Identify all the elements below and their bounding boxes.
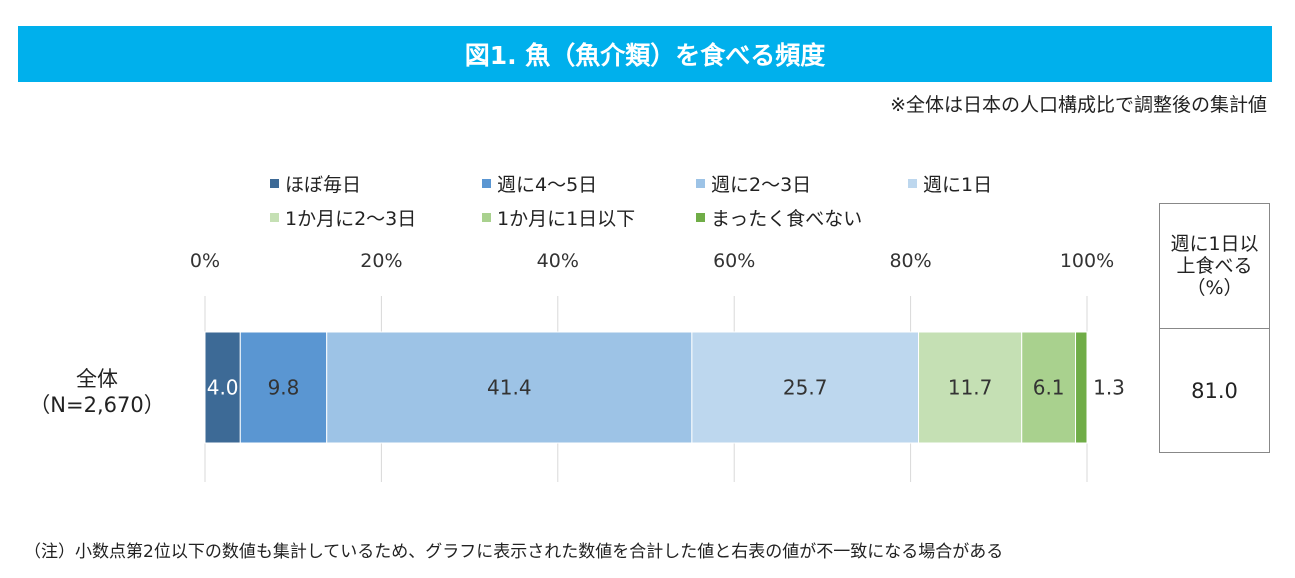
legend-item-never: まったく食べない — [696, 204, 862, 231]
legend-item-2-3-days: 週に2～3日 — [696, 170, 908, 197]
legend-swatch-icon — [482, 178, 491, 188]
data-label: 6.1 — [1033, 376, 1065, 400]
legend-row-1: ほぼ毎日 週に4～5日 週に2～3日 週に1日 — [270, 166, 1030, 200]
legend-swatch-icon — [270, 178, 279, 188]
legend: ほぼ毎日 週に4～5日 週に2～3日 週に1日 1か月に2～3日 1か月に1日以… — [270, 166, 1030, 234]
x-tick-label: 60% — [713, 250, 755, 272]
x-tick-label: 0% — [190, 250, 220, 272]
legend-label: 週に4～5日 — [497, 173, 598, 196]
x-tick-label: 80% — [889, 250, 931, 272]
bar-segment — [326, 331, 693, 444]
x-tick-label: 20% — [360, 250, 402, 272]
summary-table-value: 81.0 — [1191, 379, 1238, 403]
summary-header-line: 上食べる — [1176, 255, 1253, 277]
bar-segment — [239, 331, 328, 444]
legend-item-daily: ほぼ毎日 — [270, 170, 482, 197]
legend-label: 週に1日 — [923, 173, 993, 196]
x-axis-ticks: 0% 20% 40% 60% 80% 100% — [190, 250, 1114, 272]
bar-segment — [691, 331, 920, 444]
legend-item-4-5-days: 週に4～5日 — [482, 170, 696, 197]
bar-segments — [204, 331, 1088, 444]
bar-segment — [1021, 331, 1077, 444]
row-label: 全体 （N=2,670） — [22, 366, 172, 418]
data-label: 25.7 — [783, 376, 828, 400]
summary-table: 週に1日以 上食べる （%） 81.0 — [1159, 203, 1270, 453]
data-label: 4.0 — [207, 376, 239, 400]
data-labels: 4.0 9.8 41.4 25.7 11.7 6.1 1.3 — [207, 376, 1125, 400]
row-label-name: 全体 — [76, 367, 118, 391]
legend-swatch-icon — [696, 212, 705, 222]
legend-label: ほぼ毎日 — [285, 173, 362, 196]
adjustment-note: ※全体は日本の人口構成比で調整後の集計値 — [890, 94, 1267, 116]
row-label-sample-size: （N=2,670） — [29, 393, 165, 417]
legend-row-2: 1か月に2～3日 1か月に1日以下 まったく食べない — [270, 200, 1030, 234]
bar-segment — [204, 331, 241, 444]
data-label: 11.7 — [948, 376, 993, 400]
x-tick-label: 100% — [1060, 250, 1114, 272]
legend-item-1-day: 週に1日 — [908, 170, 992, 197]
legend-swatch-icon — [908, 178, 917, 188]
summary-header-line: （%） — [1186, 277, 1243, 299]
legend-item-1-or-less-per-month: 1か月に1日以下 — [482, 204, 696, 231]
title-bar: 図1. 魚（魚介類）を食べる頻度 — [18, 26, 1272, 82]
legend-swatch-icon — [482, 212, 491, 222]
legend-label: 週に2～3日 — [711, 173, 812, 196]
x-tick-label: 40% — [537, 250, 579, 272]
legend-swatch-icon — [270, 212, 279, 222]
data-label: 9.8 — [268, 376, 300, 400]
data-label: 1.3 — [1093, 376, 1125, 400]
legend-item-2-3-per-month: 1か月に2～3日 — [270, 204, 482, 231]
summary-table-header: 週に1日以 上食べる （%） — [1160, 204, 1269, 329]
footnote: （注）小数点第2位以下の数値も集計しているため、グラフに表示された数値を合計した… — [24, 542, 1004, 562]
data-label: 41.4 — [487, 376, 532, 400]
legend-label: まったく食べない — [711, 207, 863, 230]
bar-segment — [918, 331, 1023, 444]
legend-swatch-icon — [696, 178, 705, 188]
bar-segment — [1075, 331, 1088, 444]
legend-label: 1か月に1日以下 — [497, 207, 636, 230]
chart-title: 図1. 魚（魚介類）を食べる頻度 — [464, 41, 826, 70]
summary-header-line: 週に1日以 — [1170, 233, 1259, 255]
legend-label: 1か月に2～3日 — [285, 207, 417, 230]
